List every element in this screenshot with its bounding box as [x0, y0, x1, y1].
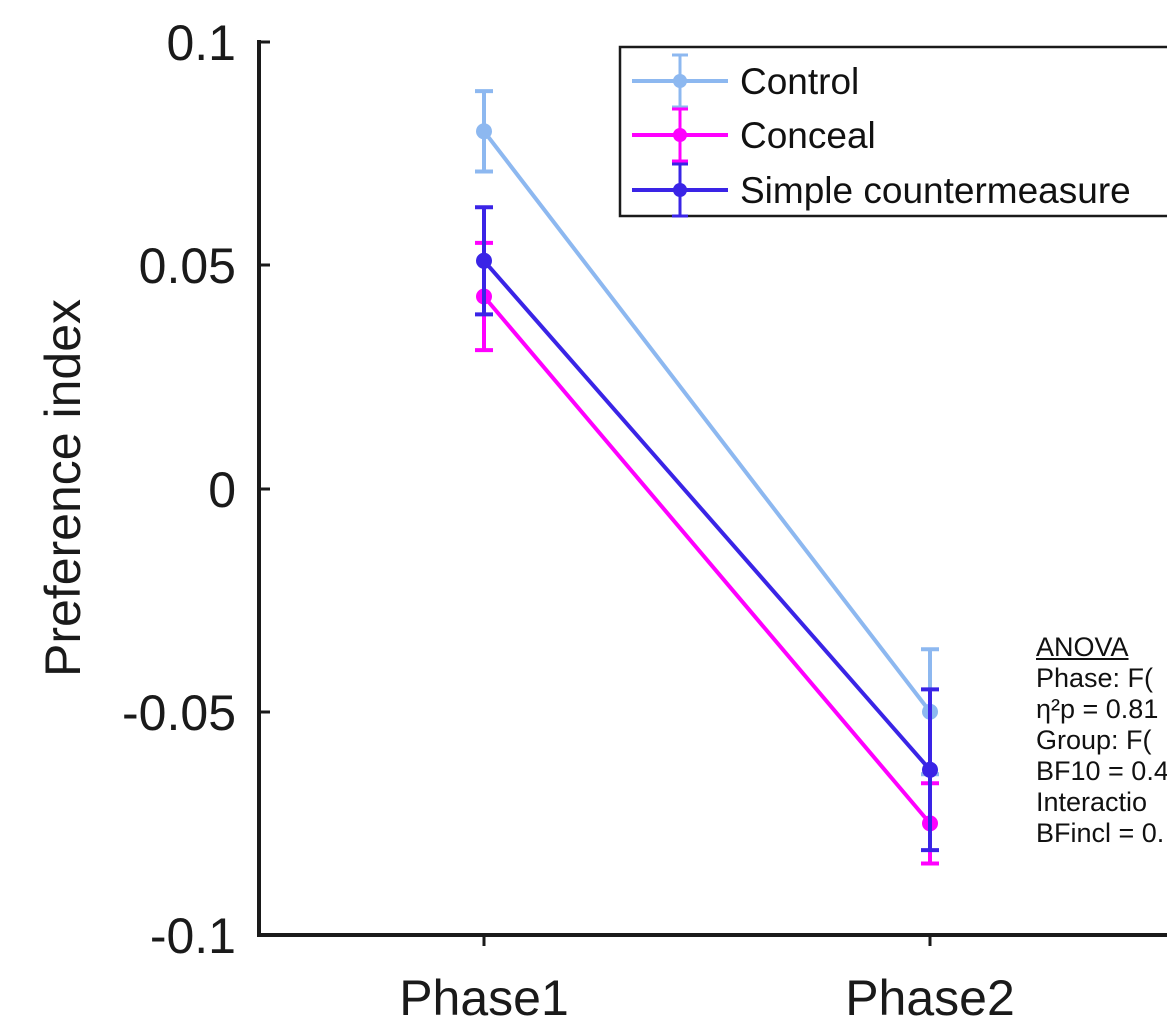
- legend-items: Control Conceal Simple countermeasure: [632, 53, 1131, 218]
- legend-marker: [673, 183, 687, 197]
- legend-marker: [673, 128, 687, 142]
- series-line: [482, 295, 932, 825]
- series-control: [475, 89, 939, 777]
- x-tick-label: Phase1: [399, 970, 569, 1026]
- legend-label: Simple countermeasure: [740, 170, 1131, 211]
- legend-box: [618, 45, 1167, 218]
- anova-line: η²p = 0.81: [1036, 694, 1159, 724]
- y-tick-label: -0.05: [122, 685, 236, 741]
- series-line: [482, 130, 932, 713]
- data-point: [922, 761, 938, 778]
- anova-heading: ANOVA: [1036, 632, 1129, 662]
- series-layer: [475, 89, 939, 866]
- data-point: [476, 252, 492, 269]
- y-tick-label: -0.1: [150, 908, 236, 964]
- series-line: [482, 259, 932, 772]
- anova-line: Interactio: [1036, 787, 1148, 817]
- x-tick-label: Phase2: [845, 970, 1015, 1026]
- anova-line: Group: F(: [1036, 725, 1152, 755]
- legend-label: Conceal: [740, 115, 876, 156]
- legend-label: Control: [740, 61, 859, 102]
- legend-item: Conceal: [632, 107, 876, 163]
- anova-line: BFincl = 0.: [1036, 818, 1165, 848]
- legend: Control Conceal Simple countermeasure: [618, 45, 1167, 218]
- y-ticks: 0.1 0.05 0 -0.05 -0.1: [122, 15, 270, 964]
- y-tick-label: 0.05: [139, 238, 236, 294]
- data-point: [476, 123, 492, 140]
- legend-marker: [673, 74, 687, 88]
- anova-annotation: ANOVA Phase: F( η²p = 0.81 Group: F( BF1…: [1036, 632, 1167, 849]
- y-tick-label: 0.1: [166, 15, 236, 71]
- x-ticks: Phase1 Phase2: [399, 935, 1015, 1026]
- series-conceal: [475, 240, 939, 866]
- legend-item: Control: [632, 53, 859, 109]
- legend-item: Simple countermeasure: [632, 162, 1131, 218]
- y-tick-label: 0: [208, 462, 236, 518]
- y-axis-title: Preference index: [35, 299, 91, 677]
- anova-line: Phase: F(: [1036, 663, 1154, 693]
- anova-line: BF10 = 0.4: [1036, 756, 1167, 786]
- series-simple-countermeasure: [475, 205, 939, 853]
